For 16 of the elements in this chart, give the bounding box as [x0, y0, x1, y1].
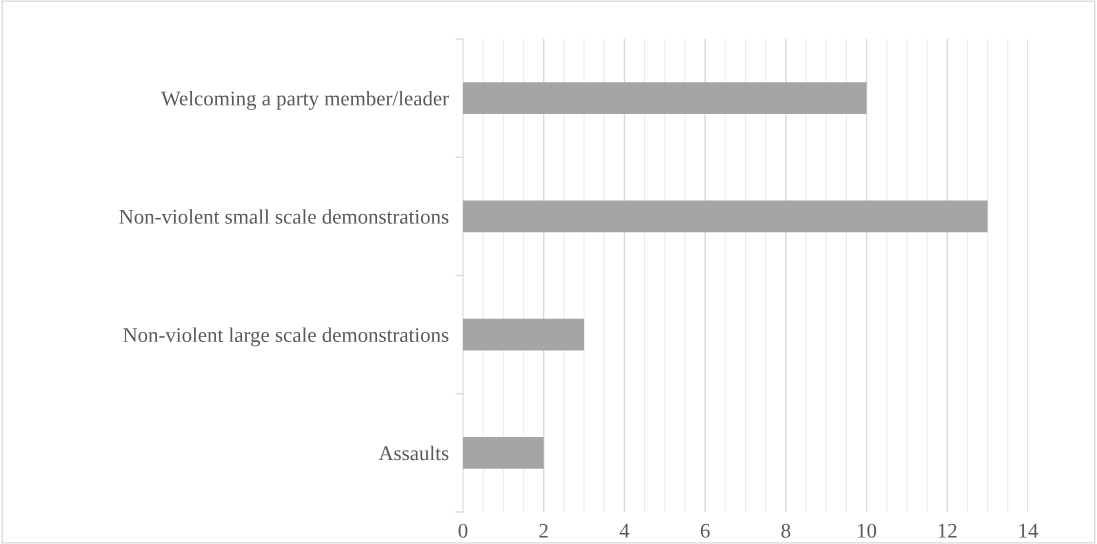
x-tick-label: 6 [700, 523, 710, 538]
x-tick-label: 4 [619, 523, 630, 538]
bar [463, 318, 585, 351]
bar [463, 200, 988, 233]
bar [463, 436, 544, 469]
y-tick-label: Assaults [378, 445, 449, 461]
x-tick-label: 10 [857, 523, 877, 538]
y-tick-label: Welcoming a party member/leader [161, 90, 449, 110]
x-tick-label: 0 [458, 523, 468, 538]
y-tick-label: Non-violent large scale demonstrations [123, 327, 449, 347]
x-tick-label: 2 [539, 523, 548, 538]
y-tick-label: Non-violent small scale demonstrations [119, 209, 449, 224]
x-tick-label: 12 [938, 523, 957, 538]
x-tick-label: 14 [1019, 523, 1039, 538]
bar [463, 82, 867, 115]
x-tick-label: 8 [781, 523, 791, 538]
